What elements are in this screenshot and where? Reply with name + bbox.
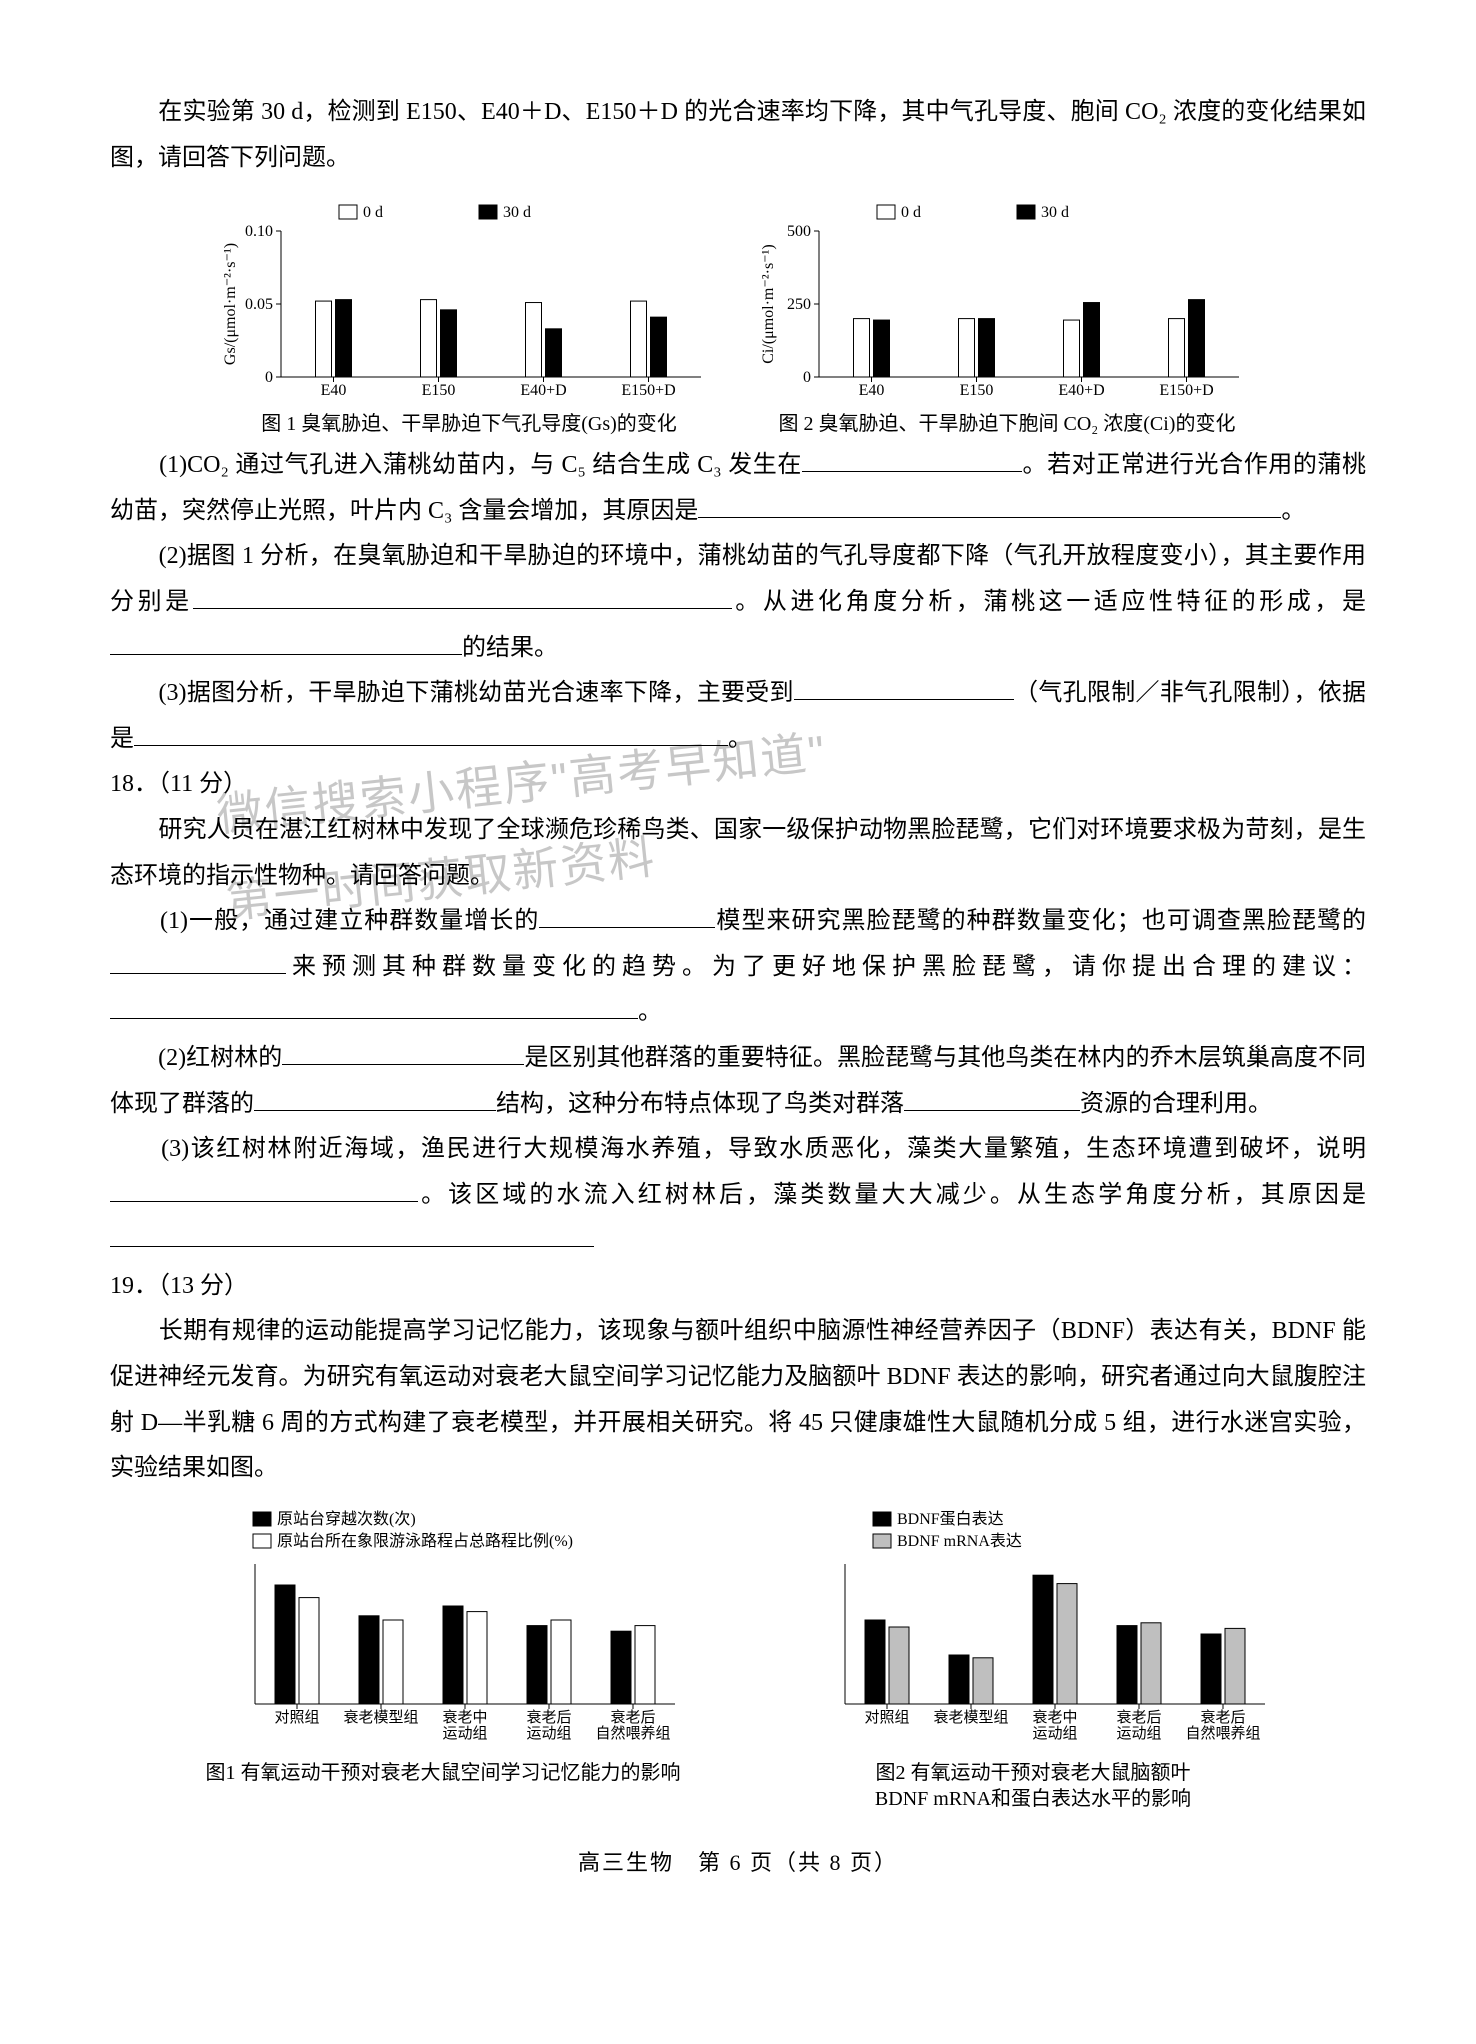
- svg-text:0: 0: [265, 369, 273, 386]
- fig-br-caption: 图2 有氧运动干预对衰老大鼠脑额叶BDNF mRNA和蛋白表达水平的影响: [875, 1760, 1191, 1812]
- svg-text:E40: E40: [859, 382, 885, 399]
- q17-sub3: (3)据图分析，干旱胁迫下蒲桃幼苗光合速率下降，主要受到（气孔限制／非气孔限制）…: [110, 671, 1366, 762]
- fig-br-column: 对照组衰老模型组衰老中运动组衰老后运动组衰老后自然喂养组BDNF蛋白表达BDNF…: [783, 1506, 1283, 1812]
- svg-text:BDNF蛋白表达: BDNF蛋白表达: [897, 1510, 1004, 1528]
- fig-bl-column: 对照组衰老模型组衰老中运动组衰老后运动组衰老后自然喂养组原站台穿越次数(次)原站…: [193, 1506, 693, 1812]
- svg-text:自然喂养组: 自然喂养组: [595, 1725, 670, 1742]
- svg-text:对照组: 对照组: [864, 1709, 909, 1726]
- svg-text:0: 0: [803, 369, 811, 386]
- svg-text:E40: E40: [321, 382, 347, 399]
- q17-sub2: (2)据图 1 分析，在臭氧胁迫和干旱胁迫的环境中，蒲桃幼苗的气孔导度都下降（气…: [110, 534, 1366, 671]
- svg-text:Gs/(μmol·m⁻²·s⁻¹): Gs/(μmol·m⁻²·s⁻¹): [222, 243, 239, 365]
- q19-intro: 长期有规律的运动能提高学习记忆能力，该现象与额叶组织中脑源性神经营养因子（BDN…: [110, 1309, 1366, 1491]
- fig2-column: 0 250 500 Ci/(μmol·m⁻²·s⁻¹) E40 E150 E40+D E150…: [757, 197, 1257, 437]
- svg-text:运动组: 运动组: [526, 1725, 571, 1742]
- fig-bl-caption: 图1 有氧运动干预对衰老大鼠空间学习记忆能力的影响: [206, 1760, 681, 1786]
- svg-text:E40+D: E40+D: [1058, 382, 1104, 399]
- svg-text:30 d: 30 d: [1041, 204, 1069, 221]
- svg-text:运动组: 运动组: [442, 1725, 487, 1742]
- svg-text:衰老模型组: 衰老模型组: [933, 1709, 1008, 1726]
- svg-text:0.05: 0.05: [245, 296, 273, 313]
- svg-text:E150+D: E150+D: [621, 382, 675, 399]
- q18-sub1: (1)一般，通过建立种群数量增长的模型来研究黑脸琵鹭的种群数量变化；也可调查黑脸…: [110, 899, 1366, 1036]
- fig1-chart: 0 0.05 0.10 Gs/(μmol·m⁻²·s⁻¹) E40 E150 E40+D E1…: [219, 197, 719, 407]
- fig2-caption: 图 2 臭氧胁迫、干旱胁迫下胞间 CO₂ 浓度(Ci)的变化: [779, 411, 1236, 437]
- svg-text:运动组: 运动组: [1116, 1725, 1161, 1742]
- svg-text:250: 250: [787, 296, 811, 313]
- svg-text:自然喂养组: 自然喂养组: [1185, 1725, 1260, 1742]
- q18-intro: 研究人员在湛江红树林中发现了全球濒危珍稀鸟类、国家一级保护动物黑脸琵鹭，它们对环…: [110, 808, 1366, 899]
- svg-text:E150+D: E150+D: [1159, 382, 1213, 399]
- svg-text:Ci/(μmol·m⁻²·s⁻¹): Ci/(μmol·m⁻²·s⁻¹): [760, 244, 777, 364]
- svg-text:E150: E150: [960, 382, 994, 399]
- fig1-column: 0 0.05 0.10 Gs/(μmol·m⁻²·s⁻¹) E40 E150 E40+D E1…: [219, 197, 719, 437]
- svg-text:衰老模型组: 衰老模型组: [343, 1709, 418, 1726]
- svg-text:0 d: 0 d: [901, 204, 921, 221]
- q18-number: 18．（11 分）: [110, 762, 1366, 808]
- top-charts-row: 0 0.05 0.10 Gs/(μmol·m⁻²·s⁻¹) E40 E150 E40+D E1…: [110, 197, 1366, 437]
- svg-text:BDNF mRNA表达: BDNF mRNA表达: [897, 1532, 1022, 1550]
- fig1-caption: 图 1 臭氧胁迫、干旱胁迫下气孔导度(Gs)的变化: [261, 411, 677, 437]
- bottom-charts-row: 对照组衰老模型组衰老中运动组衰老后运动组衰老后自然喂养组原站台穿越次数(次)原站…: [110, 1506, 1366, 1812]
- svg-text:0.10: 0.10: [245, 223, 273, 240]
- svg-text:500: 500: [787, 223, 811, 240]
- svg-text:衰老后: 衰老后: [610, 1709, 655, 1726]
- q19-number: 19．（13 分）: [110, 1264, 1366, 1310]
- page-root: 在实验第 30 d，检测到 E150、E40＋D、E150＋D 的光合速率均下降…: [0, 0, 1476, 1934]
- q18-sub2: (2)红树林的是区别其他群落的重要特征。黑脸琵鹭与其他鸟类在林内的乔木层筑巢高度…: [110, 1036, 1366, 1127]
- fig-br-chart: 对照组衰老模型组衰老中运动组衰老后运动组衰老后自然喂养组BDNF蛋白表达BDNF…: [783, 1506, 1283, 1756]
- page-footer: 高三生物 第 6 页（共 8 页）: [110, 1842, 1366, 1884]
- svg-text:30 d: 30 d: [503, 204, 531, 221]
- svg-text:E40+D: E40+D: [520, 382, 566, 399]
- q17-sub1: (1)CO₂ 通过气孔进入蒲桃幼苗内，与 C₅ 结合生成 C₃ 发生在。若对正常…: [110, 443, 1366, 534]
- svg-text:衰老后: 衰老后: [1200, 1709, 1245, 1726]
- intro-paragraph: 在实验第 30 d，检测到 E150、E40＋D、E150＋D 的光合速率均下降…: [110, 90, 1366, 181]
- fig2-chart: 0 250 500 Ci/(μmol·m⁻²·s⁻¹) E40 E150 E40+D E150…: [757, 197, 1257, 407]
- svg-text:对照组: 对照组: [274, 1709, 319, 1726]
- q18-sub3: (3)该红树林附近海域，渔民进行大规模海水养殖，导致水质恶化，藻类大量繁殖，生态…: [110, 1127, 1366, 1264]
- svg-text:原站台穿越次数(次): 原站台穿越次数(次): [277, 1510, 416, 1528]
- svg-text:E150: E150: [422, 382, 456, 399]
- svg-text:衰老后: 衰老后: [1116, 1709, 1161, 1726]
- fig-bl-chart: 对照组衰老模型组衰老中运动组衰老后运动组衰老后自然喂养组原站台穿越次数(次)原站…: [193, 1506, 693, 1756]
- svg-text:运动组: 运动组: [1032, 1725, 1077, 1742]
- svg-text:原站台所在象限游泳路程占总路程比例(%): 原站台所在象限游泳路程占总路程比例(%): [277, 1532, 573, 1550]
- svg-text:0 d: 0 d: [363, 204, 383, 221]
- svg-text:衰老中: 衰老中: [1032, 1709, 1077, 1726]
- svg-text:衰老后: 衰老后: [526, 1709, 571, 1726]
- svg-text:衰老中: 衰老中: [442, 1709, 487, 1726]
